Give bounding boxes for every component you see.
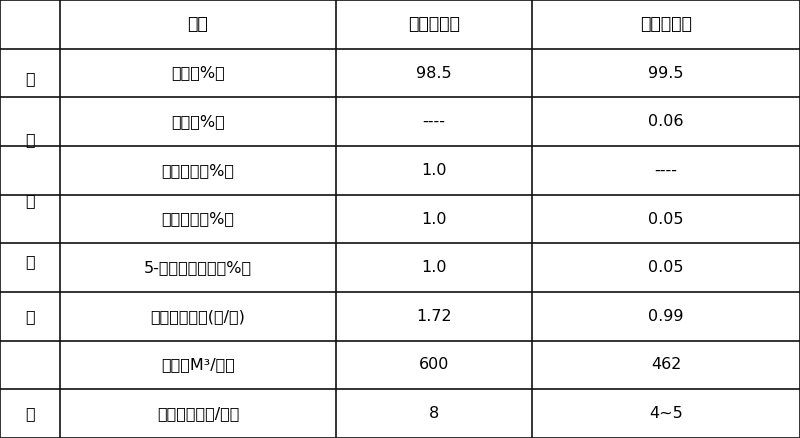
Text: 5-甲基四氢糠醇（%）: 5-甲基四氢糠醇（%） (144, 260, 252, 275)
Text: 462: 462 (651, 357, 681, 372)
Text: 1.0: 1.0 (422, 163, 446, 178)
Text: 指: 指 (25, 193, 35, 208)
Text: 糠醇含量（%）: 糠醇含量（%） (162, 212, 234, 226)
Text: 0.99: 0.99 (648, 309, 684, 324)
Text: 糠醛或者糠醇(吨/吨): 糠醛或者糠醇(吨/吨) (150, 309, 246, 324)
Text: 纯度（%）: 纯度（%） (171, 66, 225, 81)
Text: 1.0: 1.0 (422, 212, 446, 226)
Text: 0.05: 0.05 (648, 260, 684, 275)
Text: 标: 标 (25, 254, 35, 269)
Text: 单: 单 (25, 309, 35, 324)
Text: 糠醛含量（%）: 糠醛含量（%） (162, 163, 234, 178)
Text: 量: 量 (25, 132, 35, 148)
Text: ----: ---- (654, 163, 678, 178)
Text: 1.72: 1.72 (416, 309, 452, 324)
Text: 98.5: 98.5 (416, 66, 452, 81)
Text: 本发明指标: 本发明指标 (640, 15, 692, 33)
Text: 项目: 项目 (188, 15, 208, 33)
Text: 氢气（M³/吨）: 氢气（M³/吨） (161, 357, 235, 372)
Text: 0.05: 0.05 (648, 212, 684, 226)
Text: 糠醛法指标: 糠醛法指标 (408, 15, 460, 33)
Text: 99.5: 99.5 (648, 66, 684, 81)
Text: 1.0: 1.0 (422, 260, 446, 275)
Text: 水分（%）: 水分（%） (171, 114, 225, 129)
Text: ----: ---- (422, 114, 446, 129)
Text: 质: 质 (25, 71, 35, 87)
Text: 催化剂（千克/吨）: 催化剂（千克/吨） (157, 406, 239, 421)
Text: 600: 600 (419, 357, 449, 372)
Text: 耗: 耗 (25, 406, 35, 421)
Text: 4~5: 4~5 (649, 406, 683, 421)
Text: 8: 8 (429, 406, 439, 421)
Text: 0.06: 0.06 (648, 114, 684, 129)
